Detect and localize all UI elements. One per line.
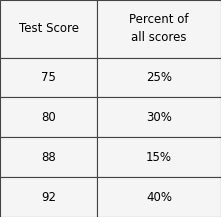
Text: Percent of
all scores: Percent of all scores [129, 13, 189, 44]
Text: 30%: 30% [146, 111, 172, 124]
Text: 25%: 25% [146, 71, 172, 84]
Text: 88: 88 [41, 151, 56, 164]
Bar [0, 0, 97, 58]
Bar [97, 58, 221, 97]
Bar [97, 177, 221, 217]
Text: Test Score: Test Score [19, 22, 79, 35]
Text: 92: 92 [41, 191, 56, 204]
Bar [97, 0, 221, 58]
Text: 75: 75 [41, 71, 56, 84]
Bar [0, 58, 97, 97]
Bar [97, 97, 221, 137]
Bar [0, 137, 97, 177]
Bar [0, 97, 97, 137]
Text: 80: 80 [41, 111, 56, 124]
Bar [0, 177, 97, 217]
Text: 15%: 15% [146, 151, 172, 164]
Text: 40%: 40% [146, 191, 172, 204]
Bar [97, 137, 221, 177]
